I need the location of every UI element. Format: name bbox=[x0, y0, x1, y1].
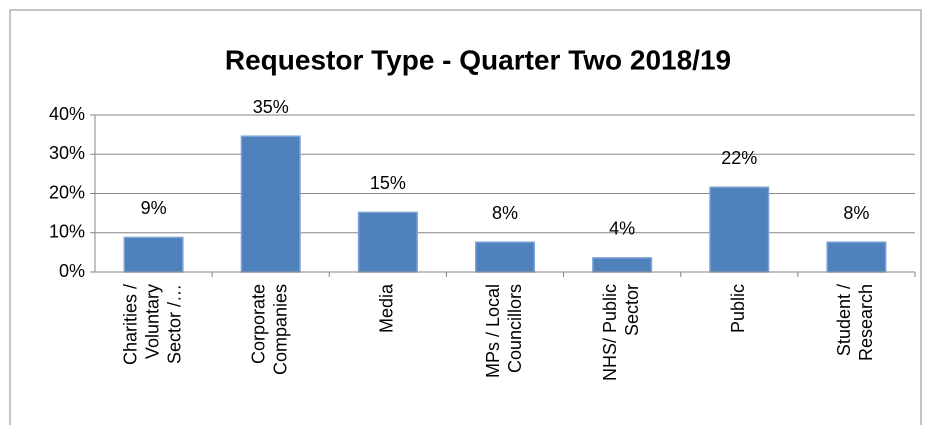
bar bbox=[474, 241, 536, 273]
x-tick-label: Media bbox=[377, 283, 397, 333]
data-label: 9% bbox=[141, 198, 167, 218]
chart-title: Requestor Type - Quarter Two 2018/19 bbox=[225, 44, 731, 75]
data-label: 8% bbox=[843, 203, 869, 223]
y-tick-label: 10% bbox=[49, 222, 85, 242]
data-label: 8% bbox=[492, 203, 518, 223]
x-tick-label: Charities / bbox=[120, 284, 140, 365]
x-tick-label: Councillors bbox=[505, 284, 525, 373]
chart-border bbox=[9, 9, 922, 425]
bar bbox=[709, 186, 770, 273]
x-tick-label: Corporate bbox=[248, 284, 268, 364]
x-tick-label: Student / bbox=[834, 284, 854, 356]
bar bbox=[826, 241, 887, 273]
x-tick-label: Sector bbox=[622, 284, 642, 336]
y-tick-label: 20% bbox=[49, 182, 85, 202]
bar bbox=[592, 257, 653, 273]
x-tick-label: Public bbox=[728, 284, 748, 333]
y-tick-label: 0% bbox=[59, 261, 85, 281]
data-label: 35% bbox=[253, 97, 289, 117]
x-tick-label: Companies bbox=[270, 284, 290, 375]
x-tick-label: NHS/ Public bbox=[600, 284, 620, 381]
y-tick-label: 40% bbox=[49, 104, 85, 124]
y-tick-label: 30% bbox=[49, 143, 85, 163]
bar bbox=[240, 135, 301, 273]
bar bbox=[357, 211, 418, 273]
x-tick-label: Voluntary bbox=[142, 284, 162, 359]
bar bbox=[123, 236, 184, 273]
data-label: 4% bbox=[609, 219, 635, 239]
x-tick-label: Sector /… bbox=[164, 284, 184, 364]
x-tick-label: MPs / Local bbox=[483, 284, 503, 378]
x-tick-label: Research bbox=[856, 284, 876, 361]
data-label: 15% bbox=[370, 173, 406, 193]
data-label: 22% bbox=[721, 148, 757, 168]
